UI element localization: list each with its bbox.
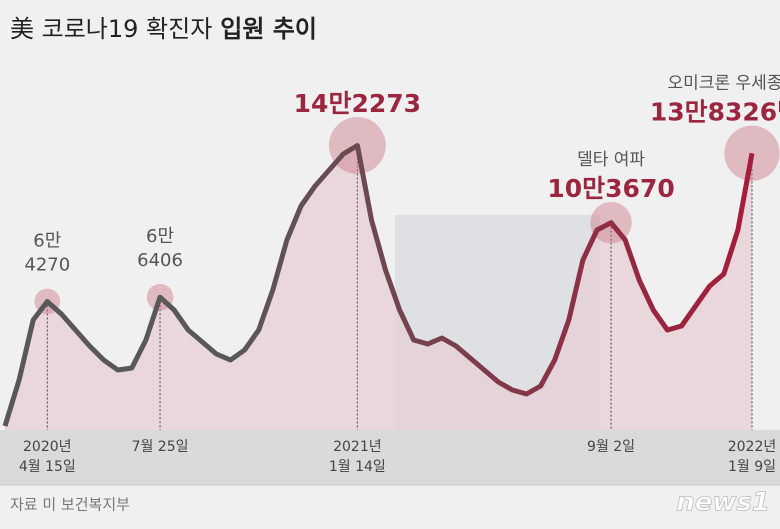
x-tick-line: 7월 25일: [132, 439, 189, 455]
logo: news1: [676, 488, 770, 518]
value-label: 14만2273: [294, 89, 421, 118]
value-label-line: 6만: [146, 226, 174, 247]
x-tick-line: 2020년: [23, 439, 72, 455]
value-label-line: 4270: [24, 255, 70, 276]
area: [5, 145, 752, 430]
x-tick-label: 2020년 4월 15일: [19, 439, 76, 475]
chart-title: 美 코로나19 확진자 입원 추이: [10, 15, 317, 43]
x-tick-line: 4월 15일: [19, 459, 76, 475]
value-label: 6만 4270: [24, 231, 70, 276]
x-tick-line: 2021년: [333, 439, 382, 455]
axis-strip: [0, 430, 780, 485]
value-label-line: 6406: [137, 250, 183, 271]
x-tick-label: 9월 2일: [587, 439, 635, 455]
value-label-line: 6만: [33, 231, 61, 252]
title-main: 美 코로나19 확진자: [10, 15, 212, 43]
x-tick-line: 1월 9일: [728, 459, 776, 475]
annotation: 델타 여파: [577, 150, 645, 170]
annotation: 오미크론 우세종: [668, 74, 780, 94]
value-label: 10만3670: [547, 174, 674, 203]
source: 자료 미 보건복지부: [10, 496, 130, 514]
x-tick-label: 2022년 1월 9일: [728, 439, 777, 475]
line: [2, 143, 755, 427]
title-emphasis: 입원 추이: [220, 15, 317, 43]
x-tick-line: 9월 2일: [587, 439, 635, 455]
value-label: 6만 6406: [137, 226, 183, 271]
x-tick-label: 2021년 1월 14일: [329, 439, 386, 475]
x-tick-line: 2022년: [728, 439, 777, 455]
x-tick-label: 7월 25일: [132, 439, 189, 455]
value-label: 13만8326명: [650, 98, 780, 127]
x-tick-line: 1월 14일: [329, 459, 386, 475]
